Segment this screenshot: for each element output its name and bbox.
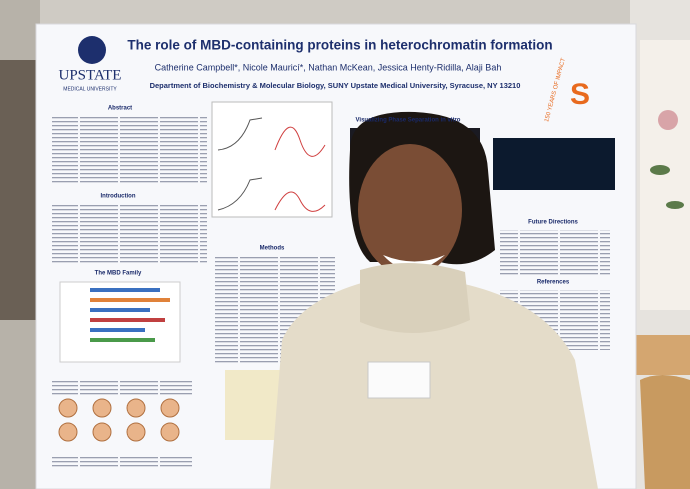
chair: [633, 335, 690, 375]
poster-authors: Catherine Campbell*, Nicole Mauricí*, Na…: [155, 62, 502, 72]
sweater: [270, 282, 598, 489]
plot-figure: [211, 101, 333, 218]
protein-bars: [90, 288, 170, 342]
logo-subtitle: MEDICAL UNIVERSITY: [63, 86, 117, 92]
leaf: [650, 165, 670, 175]
section-header: Introduction: [101, 194, 136, 200]
section-header: References: [537, 280, 570, 286]
text-block: [52, 115, 207, 185]
plot-curve: [217, 177, 263, 211]
microscopy-grid: [493, 138, 615, 190]
logo-name: UPSTATE: [59, 67, 122, 83]
turtleneck: [360, 262, 470, 334]
text-block: [52, 455, 192, 469]
right-picture: [640, 40, 690, 310]
cell-images: [58, 398, 180, 442]
text-block: [52, 380, 192, 396]
section-header: The MBD Family: [95, 271, 142, 277]
plot-curve: [274, 191, 326, 212]
section-header: Future Directions: [528, 220, 578, 226]
chair: [640, 375, 690, 489]
section-header: Methods: [260, 246, 285, 252]
plot-curve: [217, 117, 263, 151]
poster-title: The role of MBD-containing proteins in h…: [127, 38, 552, 53]
face: [358, 144, 462, 276]
plot-curve: [274, 126, 326, 157]
flower: [658, 110, 678, 130]
leaf: [666, 201, 684, 209]
section-header: Abstract: [108, 106, 132, 112]
poster-affiliation: Department of Biochemistry & Molecular B…: [150, 81, 521, 90]
name-tag: [367, 361, 431, 399]
badge-letter: S: [570, 78, 590, 111]
section-header: Visualizing Phase Separation in vitro: [356, 118, 461, 124]
text-block: [52, 203, 207, 263]
logo-seal: [78, 36, 106, 64]
left-picture: [0, 60, 38, 320]
text-block: [500, 230, 610, 275]
